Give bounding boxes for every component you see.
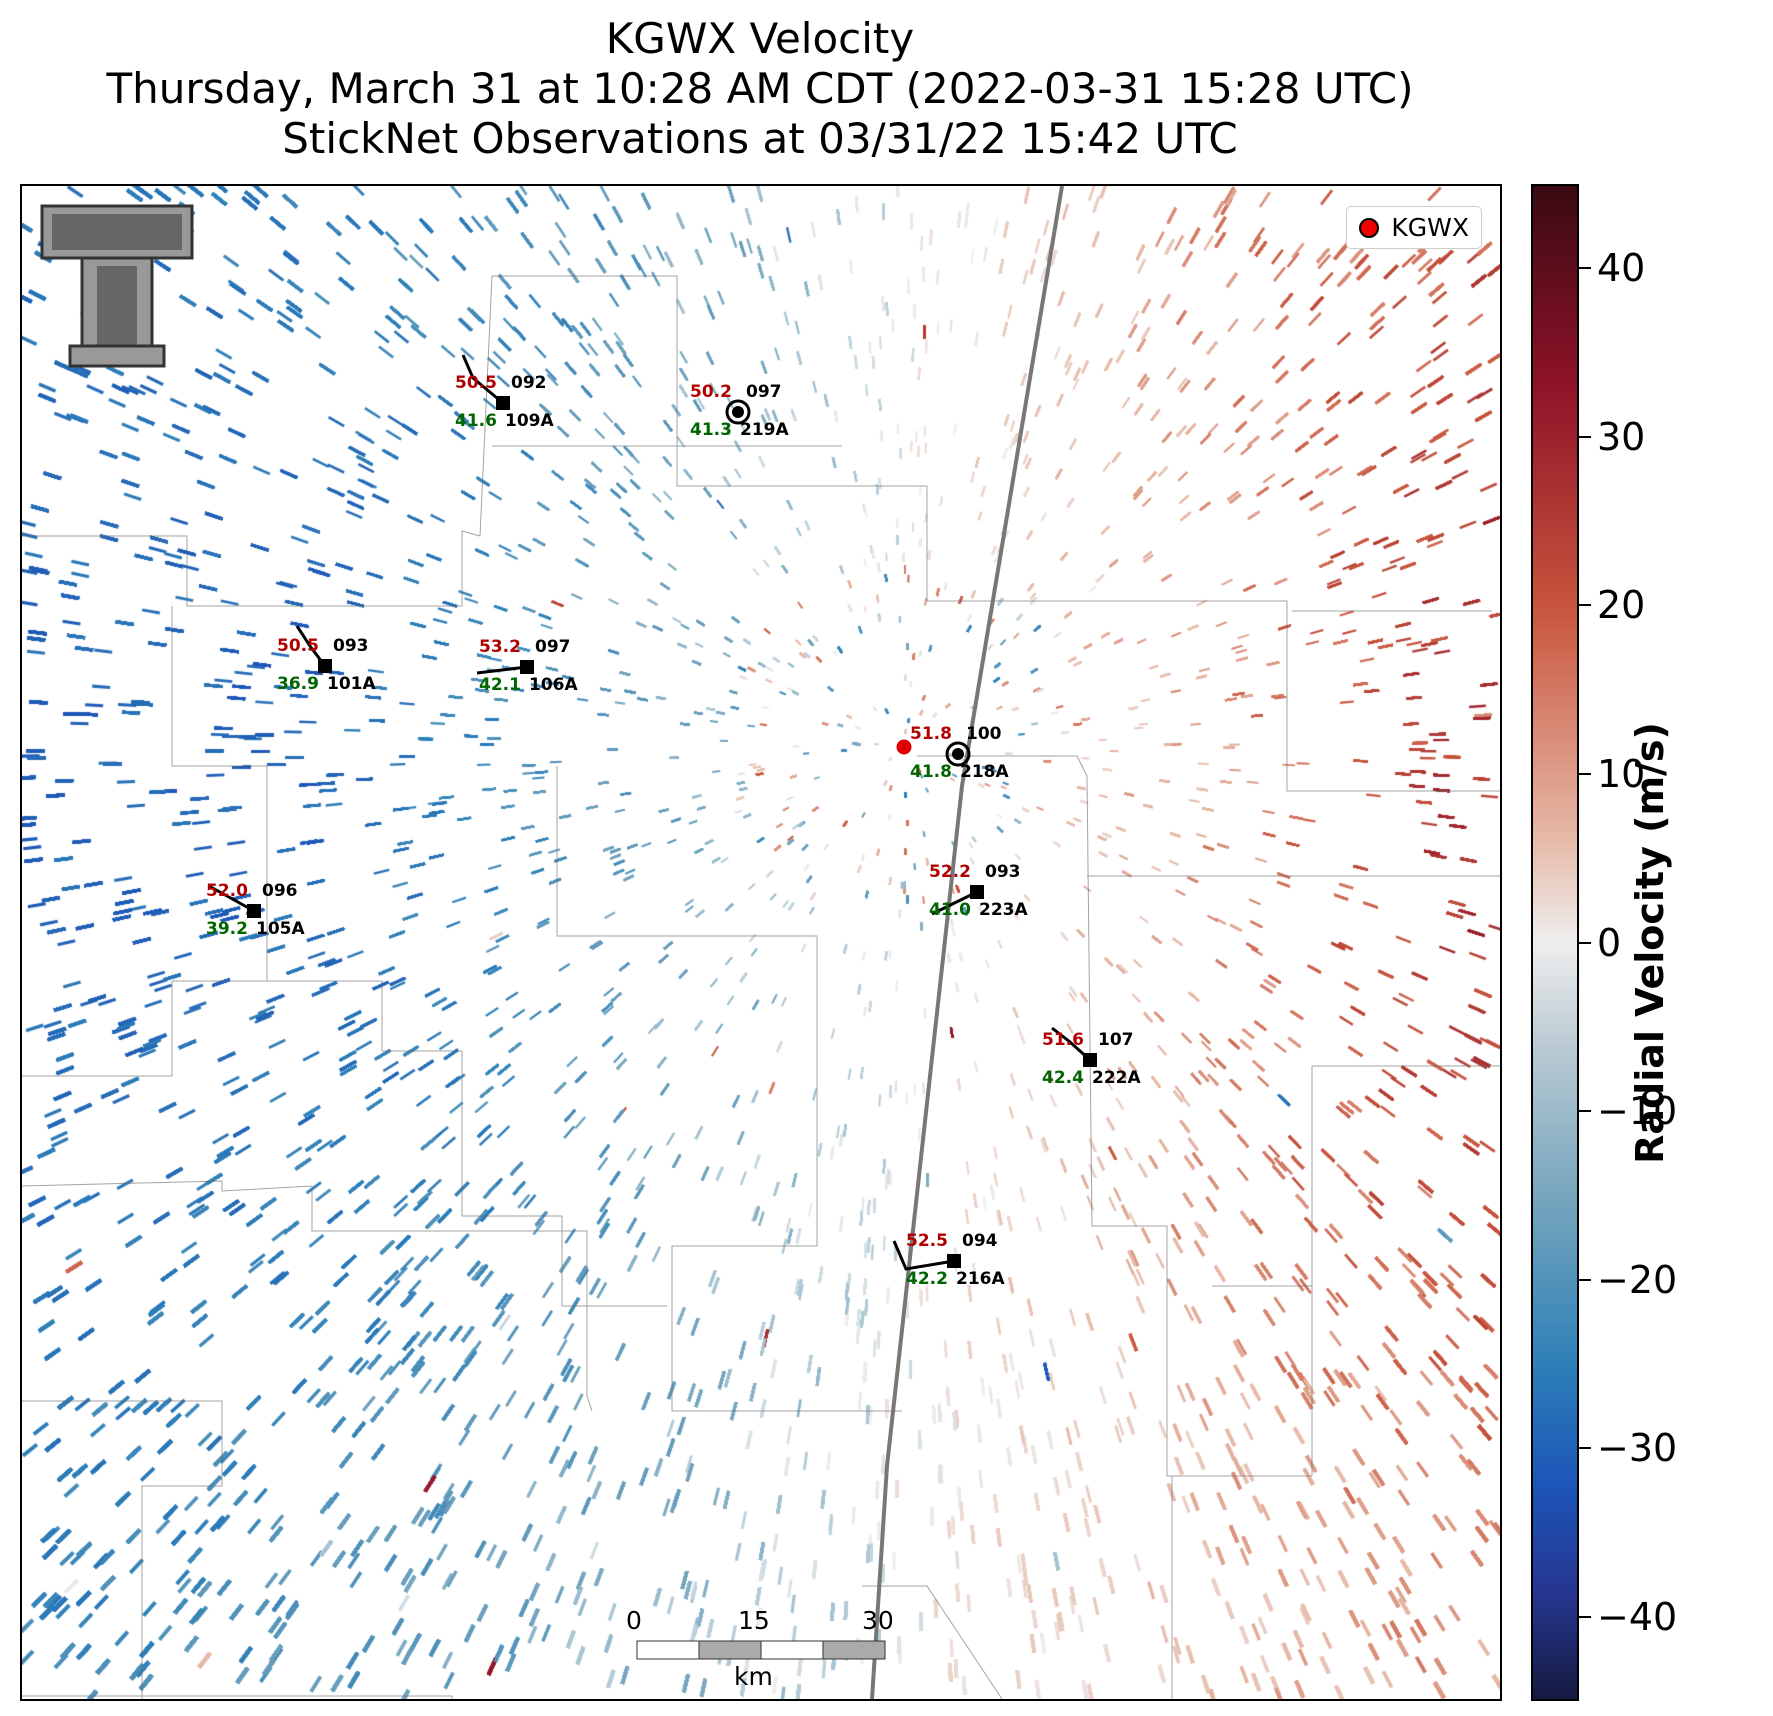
- station-dewpoint: 41.0: [929, 900, 971, 920]
- colorbar-tick: [1579, 1110, 1591, 1113]
- station-marker[interactable]: [947, 1254, 961, 1268]
- map-subtitle-observations: StickNet Observations at 03/31/22 15:42 …: [282, 114, 1238, 163]
- station-pressure-code: 094: [962, 1231, 998, 1251]
- colorbar-tick: [1579, 435, 1591, 438]
- station-dewpoint: 36.9: [277, 674, 319, 694]
- radar-site-marker: [893, 736, 915, 758]
- map-title: KGWX Velocity: [605, 14, 915, 63]
- station-id: 223A: [979, 900, 1028, 920]
- station-temperature: 51.6: [1042, 1030, 1084, 1050]
- colorbar-tick: [1579, 1278, 1591, 1281]
- station-temperature: 50.5: [455, 373, 497, 393]
- station-id: 109A: [505, 411, 554, 431]
- station-pressure-code: 092: [511, 373, 547, 393]
- colorbar-tick: [1579, 772, 1591, 775]
- station-pressure-code: 097: [535, 637, 571, 657]
- colorbar-tick: [1579, 1615, 1591, 1618]
- texas-tech-logo: [40, 204, 194, 368]
- colorbar-tick: [1579, 941, 1591, 944]
- station-marker[interactable]: [520, 660, 534, 674]
- station-dewpoint: 41.3: [690, 420, 732, 440]
- station-marker[interactable]: [1083, 1053, 1097, 1067]
- station-id: 105A: [256, 919, 305, 939]
- station-symbols: [208, 354, 1097, 1271]
- station-pressure-code: 093: [985, 862, 1021, 882]
- colorbar-tick-label: −30: [1597, 1426, 1678, 1471]
- state-border: [870, 186, 1064, 1699]
- station-temperature: 52.2: [929, 862, 971, 882]
- colorbar-tick-label: 40: [1597, 246, 1646, 291]
- station-temperature: 50.2: [690, 382, 732, 402]
- scale-label-30: 30: [862, 1606, 894, 1635]
- station-dewpoint: 41.6: [455, 411, 497, 431]
- colorbar-tick-label: −20: [1597, 1257, 1678, 1302]
- station-id: 101A: [327, 674, 376, 694]
- county-borders: [22, 275, 1500, 1699]
- station-id: 219A: [740, 420, 789, 440]
- station-temperature: 51.8: [910, 724, 952, 744]
- colorbar: [1531, 184, 1579, 1701]
- colorbar-tick: [1579, 267, 1591, 270]
- wind-barb: [208, 884, 255, 913]
- station-id: 218A: [960, 762, 1009, 782]
- legend-label: KGWX: [1391, 213, 1469, 242]
- station-pressure-code: 100: [966, 724, 1002, 744]
- calm-wind-circle: [725, 399, 751, 425]
- scale-label-0: 0: [626, 1606, 642, 1635]
- map-overlay: [22, 186, 1500, 1699]
- station-temperature: 53.2: [479, 637, 521, 657]
- velocity-field: [22, 186, 1500, 1699]
- radar-map[interactable]: KGWX 50.5 092 41.6 109A 50.2 097 41.3 219A 50.5 0…: [20, 184, 1502, 1701]
- station-pressure-code: 093: [333, 636, 369, 656]
- station-dewpoint: 42.4: [1042, 1068, 1084, 1088]
- colorbar-tick-label: 30: [1597, 414, 1646, 459]
- colorbar-tick-label: −10: [1597, 1089, 1678, 1134]
- scale-bar: [636, 1640, 886, 1660]
- station-marker[interactable]: [247, 904, 261, 918]
- colorbar-tick-label: 10: [1597, 751, 1646, 796]
- calm-wind-circle: [945, 741, 971, 767]
- station-dewpoint: 41.8: [910, 762, 952, 782]
- station-marker[interactable]: [496, 396, 510, 410]
- wind-barb: [931, 890, 978, 916]
- station-temperature: 50.5: [277, 636, 319, 656]
- scale-unit: km: [734, 1662, 773, 1691]
- station-marker[interactable]: [970, 885, 984, 899]
- colorbar-tick: [1579, 1447, 1591, 1450]
- station-pressure-code: 097: [746, 382, 782, 402]
- wind-barb: [892, 1240, 955, 1271]
- station-temperature: 52.5: [906, 1231, 948, 1251]
- station-marker[interactable]: [952, 748, 964, 760]
- station-dewpoint: 42.2: [906, 1269, 948, 1289]
- scale-label-15: 15: [738, 1606, 770, 1635]
- colorbar-tick-label: 0: [1597, 920, 1622, 965]
- station-pressure-code: 107: [1098, 1030, 1134, 1050]
- radar-site-legend-icon: [1359, 217, 1380, 238]
- wind-barb: [461, 354, 504, 405]
- map-legend: KGWX: [1346, 206, 1482, 249]
- map-subtitle-time: Thursday, March 31 at 10:28 AM CDT (2022…: [106, 64, 1414, 113]
- station-pressure-code: 096: [262, 881, 298, 901]
- wind-barb: [476, 665, 528, 675]
- colorbar-tick: [1579, 604, 1591, 607]
- station-marker[interactable]: [732, 406, 744, 418]
- colorbar-tick-label: −40: [1597, 1594, 1678, 1639]
- station-id: 222A: [1092, 1068, 1141, 1088]
- station-dewpoint: 42.1: [479, 675, 521, 695]
- station-temperature: 52.0: [206, 881, 248, 901]
- station-dewpoint: 39.2: [206, 919, 248, 939]
- colorbar-label: Radial Velocity (m/s): [1628, 722, 1672, 1164]
- station-id: 216A: [956, 1269, 1005, 1289]
- colorbar-tick-label: 20: [1597, 583, 1646, 628]
- station-id: 106A: [529, 675, 578, 695]
- station-marker[interactable]: [318, 659, 332, 673]
